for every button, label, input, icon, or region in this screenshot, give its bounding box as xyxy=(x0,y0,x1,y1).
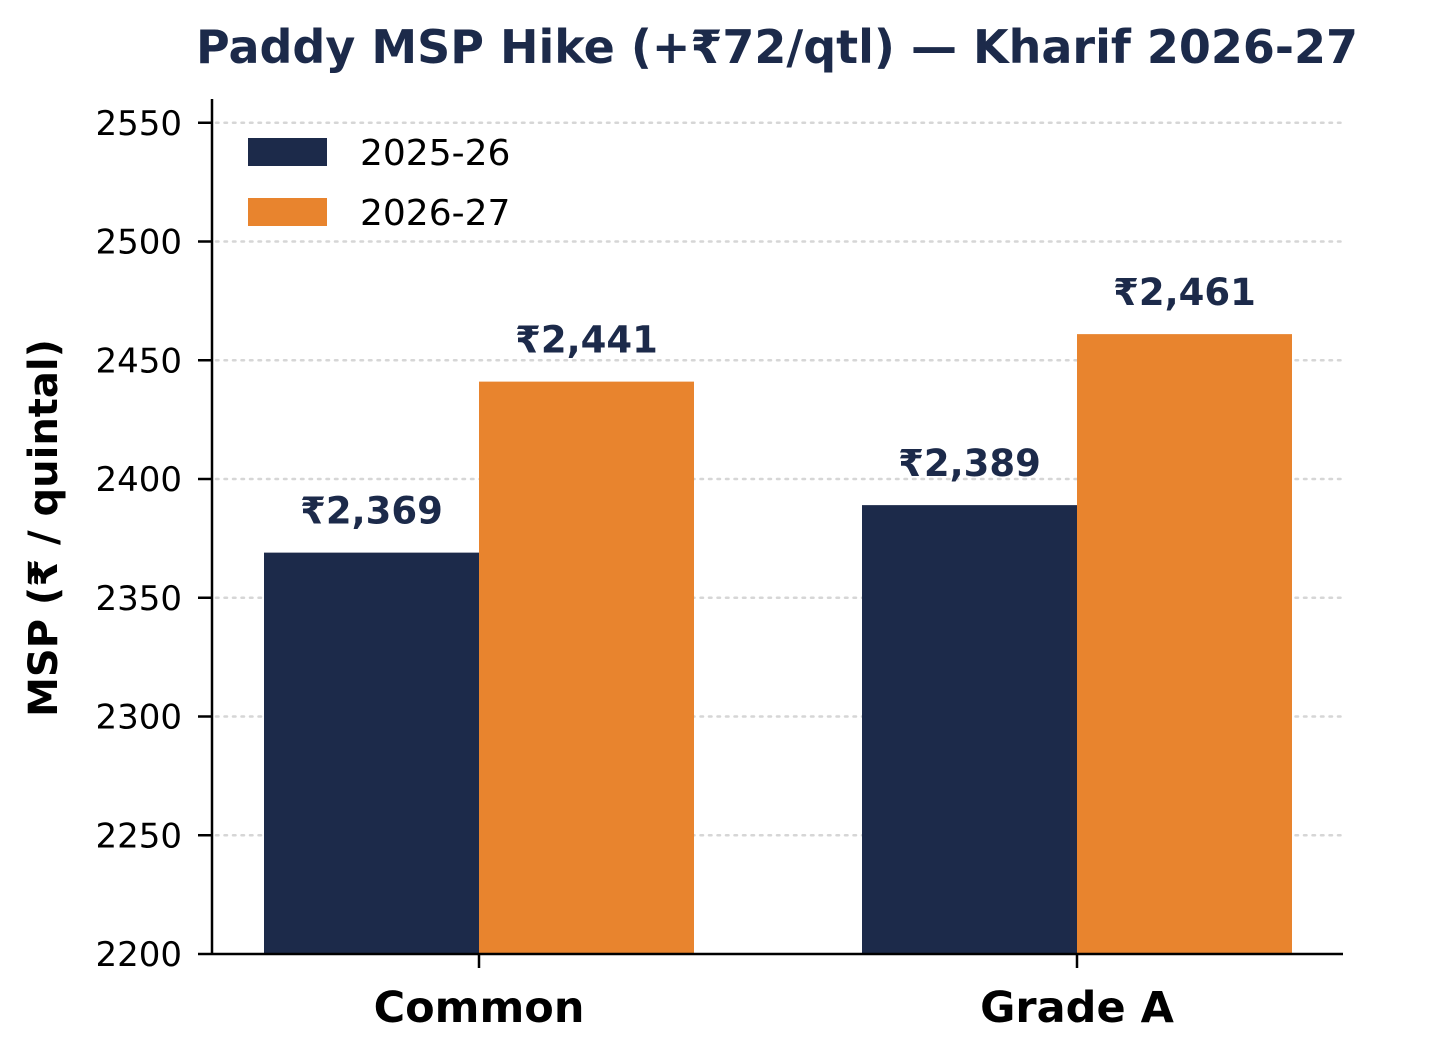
bar-2025-26-grade-a xyxy=(862,505,1077,954)
legend-label: 2026-27 xyxy=(360,193,510,234)
data-label: ₹2,389 xyxy=(898,442,1041,485)
x-tick-label: Grade A xyxy=(980,983,1174,1033)
y-axis-label: MSP (₹ / quintal) xyxy=(21,339,67,717)
chart-title: Paddy MSP Hike (+₹72/qtl) — Kharif 2026-… xyxy=(196,20,1358,74)
bar-2026-27-common xyxy=(479,381,694,954)
y-tick-label: 2500 xyxy=(95,223,182,263)
data-label: ₹2,461 xyxy=(1113,271,1256,314)
legend-label: 2025-26 xyxy=(360,133,510,174)
y-tick-label: 2350 xyxy=(95,579,182,619)
y-tick-label: 2400 xyxy=(95,460,182,500)
legend-swatch xyxy=(248,198,327,226)
y-tick-label: 2550 xyxy=(95,104,182,144)
y-tick-label: 2300 xyxy=(95,698,182,738)
bar-2025-26-common xyxy=(264,552,479,954)
axes: 2200 2250 2300 2350 2400 2450 2500 2550 Common Gr… xyxy=(95,99,1343,1033)
y-tick-label: 2250 xyxy=(95,816,182,856)
bar-2026-27-grade-a xyxy=(1077,334,1292,954)
legend-swatch xyxy=(248,138,327,166)
y-tick-label: 2450 xyxy=(95,341,182,381)
y-tick-label: 2200 xyxy=(95,935,182,975)
data-label: ₹2,369 xyxy=(300,490,443,533)
data-labels: ₹2,369 ₹2,441 ₹2,389 ₹2,461 xyxy=(300,271,1256,533)
x-tick-label: Common xyxy=(374,983,585,1033)
bars xyxy=(264,334,1292,954)
legend: 2025-26 2026-27 xyxy=(248,133,510,234)
data-label: ₹2,441 xyxy=(515,319,658,362)
